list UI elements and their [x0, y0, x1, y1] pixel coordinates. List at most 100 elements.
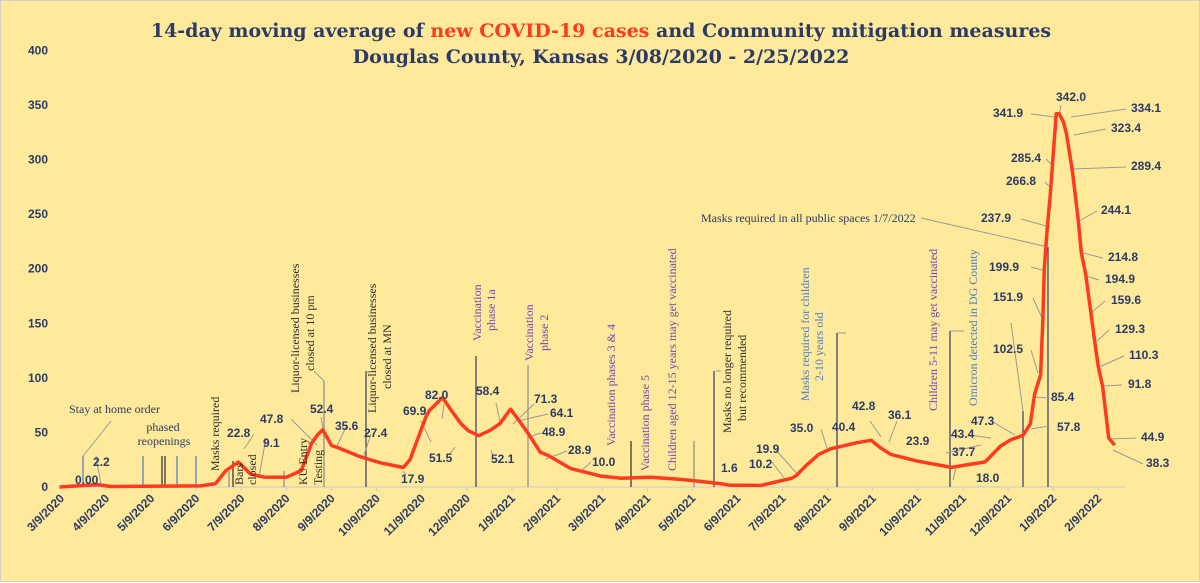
y-tick-label: 300 [28, 153, 48, 167]
title-part: 14-day moving average of [151, 20, 431, 42]
label-leader-line [771, 461, 786, 480]
data-label: 23.9 [906, 434, 930, 448]
mitigation-annotation: reopenings [138, 434, 191, 448]
mitigation-annotation: phase 1a [484, 289, 498, 331]
data-label: 323.4 [1111, 121, 1141, 135]
data-label: 266.8 [1006, 174, 1036, 188]
label-leader-line [968, 434, 992, 439]
data-label: 42.8 [852, 399, 876, 413]
x-tick-label: 4/9/2020 [69, 491, 112, 534]
annotation-leader-line [1010, 322, 1024, 412]
x-tick-label: 12/9/2020 [425, 491, 473, 539]
data-label: 47.8 [260, 412, 284, 426]
label-leader-line [441, 403, 445, 420]
data-label: 37.7 [952, 445, 976, 459]
label-leader-line [362, 433, 372, 459]
label-leader-line [1090, 300, 1106, 314]
annotation-leader-line [82, 420, 112, 457]
data-label: 47.3 [971, 414, 995, 428]
data-label: 214.8 [1108, 250, 1138, 264]
data-label: 129.3 [1115, 322, 1145, 336]
x-tick-label: 10/9/2021 [876, 491, 924, 539]
mitigation-annotation: phase 2 [537, 315, 551, 351]
annotation-leader-line [920, 217, 1049, 248]
label-leader-line [869, 420, 882, 438]
label-leader-line [1102, 384, 1123, 387]
data-label: 237.9 [981, 211, 1011, 225]
data-label: 48.9 [542, 425, 566, 439]
data-label: 0.00 [75, 473, 99, 487]
x-tick-label: 5/9/2021 [656, 491, 699, 534]
mitigation-annotation: Bars [232, 463, 246, 485]
data-label: 22.8 [227, 426, 251, 440]
mitigation-annotation: Testing [311, 450, 325, 485]
x-tick-label: 3/9/2021 [565, 491, 608, 534]
data-label: 151.9 [993, 290, 1023, 304]
label-leader-line [1073, 128, 1107, 136]
label-leader-line [1095, 329, 1110, 343]
label-leader-line [1098, 355, 1125, 368]
mitigation-annotation: KU Entry [296, 438, 310, 485]
label-leader-line [1030, 425, 1050, 430]
mitigation-annotation: Masks required for children [798, 267, 812, 401]
label-leader-line [952, 467, 957, 481]
x-tick-label: 11/9/2021 [922, 491, 969, 538]
x-tick-label: 7/9/2020 [205, 491, 248, 534]
data-label: 40.4 [832, 420, 856, 434]
label-leader-line [1072, 166, 1127, 170]
label-leader-line [320, 416, 324, 429]
data-label: 28.9 [568, 443, 592, 457]
data-label: 199.9 [989, 260, 1019, 274]
label-leader-line [258, 437, 267, 478]
y-tick-label: 150 [28, 316, 48, 330]
x-tick-label: 10/9/2020 [335, 491, 383, 539]
annotation-leader-line [313, 370, 325, 382]
x-tick-label: 2/9/2021 [520, 491, 563, 534]
label-leader-line [1034, 396, 1050, 399]
data-label: 285.4 [1011, 151, 1041, 165]
mitigation-annotation: 2-10 years old [812, 312, 826, 381]
data-label: 194.9 [1105, 272, 1135, 286]
data-label: 10.0 [592, 455, 616, 469]
label-leader-line [448, 446, 456, 456]
data-label: 342.0 [1056, 90, 1086, 104]
mitigation-annotation: Liquor-licensed businesses [288, 263, 302, 393]
label-leader-line [1070, 108, 1127, 118]
y-tick-label: 400 [28, 43, 48, 57]
label-leader-line [580, 461, 592, 472]
label-leader-line [243, 433, 255, 450]
data-label: 69.9 [403, 404, 427, 418]
mitigation-annotation: Children 5-11 may get vaccinated [926, 249, 940, 411]
data-label: 1.6 [721, 461, 738, 475]
label-leader-line [95, 455, 102, 486]
data-label: 289.4 [1131, 159, 1161, 173]
label-leader-line [888, 420, 898, 443]
mitigation-annotation: Vaccination phase 5 [638, 375, 652, 471]
data-label: 35.0 [790, 421, 814, 435]
data-label: 52.4 [310, 402, 334, 416]
label-leader-line [1030, 113, 1056, 118]
data-label: 10.2 [749, 457, 773, 471]
x-tick-label: 8/9/2020 [250, 491, 293, 534]
label-leader-line [490, 449, 494, 457]
data-label: 110.3 [1129, 348, 1159, 362]
mitigation-annotation: Omicron detected in DG County [966, 249, 980, 406]
data-label: 52.1 [491, 452, 515, 466]
data-label: 64.1 [550, 406, 574, 420]
mitigation-annotation: but recommended [735, 335, 749, 421]
label-leader-line [1108, 437, 1137, 440]
mitigation-annotation: Children aged 12-15 years may get vaccin… [665, 248, 679, 471]
data-label: 57.8 [1057, 420, 1081, 434]
y-tick-label: 200 [28, 262, 48, 276]
data-label: 102.5 [993, 342, 1023, 356]
data-label: 35.6 [335, 419, 359, 433]
data-label: 36.1 [888, 408, 912, 422]
data-label: 159.6 [1111, 293, 1141, 307]
label-leader-line [1030, 349, 1039, 374]
y-tick-label: 250 [28, 207, 48, 221]
mitigation-annotation: closed at 10 pm [303, 295, 317, 371]
mitigation-annotation: Liquor-licensed businesses [365, 283, 379, 413]
label-leader-line [517, 413, 549, 422]
data-label: 44.9 [1141, 430, 1165, 444]
